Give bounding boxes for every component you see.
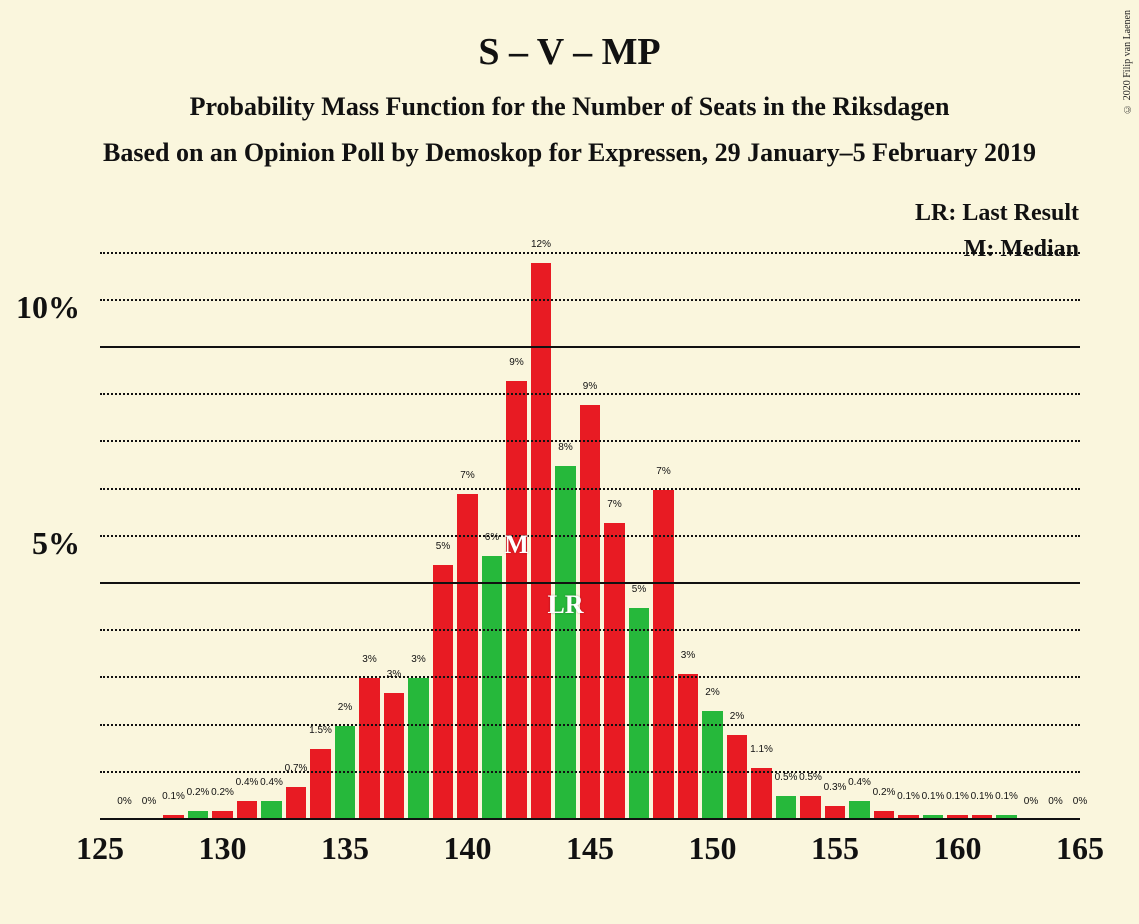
bar-value-label: 9% xyxy=(583,381,597,392)
grid-minor xyxy=(100,771,1080,773)
bar-value-label: 0.5% xyxy=(799,772,822,783)
grid-minor xyxy=(100,393,1080,395)
bar xyxy=(506,381,527,820)
bars-layer: 0%0%0.1%0.2%0.2%0.4%0.4%0.7%1.5%2%3%3%3%… xyxy=(100,230,1080,820)
bar xyxy=(678,674,699,820)
bar-value-label: 0.1% xyxy=(922,791,945,802)
bar xyxy=(310,749,331,820)
bar-value-label: 0.2% xyxy=(873,787,896,798)
grid-major xyxy=(100,582,1080,584)
titles: S – V – MP Probability Mass Function for… xyxy=(0,0,1139,168)
bar xyxy=(408,678,429,820)
bar-value-label: 8% xyxy=(558,442,572,453)
bar-value-label: 0.3% xyxy=(824,782,847,793)
bar-value-label: 7% xyxy=(656,466,670,477)
grid-major xyxy=(100,346,1080,348)
grid-minor xyxy=(100,488,1080,490)
bar-value-label: 1.5% xyxy=(309,725,332,736)
bar-value-label: 0% xyxy=(1048,796,1062,807)
bar-value-label: 0.4% xyxy=(260,777,283,788)
x-tick-label: 150 xyxy=(689,830,737,867)
x-tick-label: 135 xyxy=(321,830,369,867)
x-tick-label: 155 xyxy=(811,830,859,867)
bar-value-label: 0.1% xyxy=(995,791,1018,802)
x-tick-label: 130 xyxy=(199,830,247,867)
bar-value-label: 2% xyxy=(730,711,744,722)
bar-value-label: 2% xyxy=(705,687,719,698)
bar xyxy=(629,608,650,820)
bar xyxy=(751,768,772,820)
bar xyxy=(555,466,576,820)
bar-value-label: 0.1% xyxy=(971,791,994,802)
x-axis-line xyxy=(100,818,1080,820)
grid-minor xyxy=(100,676,1080,678)
grid-minor xyxy=(100,252,1080,254)
y-tick-label: 10% xyxy=(16,289,80,326)
chart-subtitle-1: Probability Mass Function for the Number… xyxy=(0,74,1139,122)
bar-value-label: 7% xyxy=(460,470,474,481)
y-tick-label: 5% xyxy=(32,525,80,562)
bar-value-label: 0.2% xyxy=(187,787,210,798)
plot-area: 0%0%0.1%0.2%0.2%0.4%0.4%0.7%1.5%2%3%3%3%… xyxy=(100,230,1080,820)
bar-value-label: 0.5% xyxy=(775,772,798,783)
bar-value-label: 5% xyxy=(632,584,646,595)
bar-value-label: 0.1% xyxy=(946,791,969,802)
bar xyxy=(286,787,307,820)
grid-minor xyxy=(100,440,1080,442)
copyright: © 2020 Filip van Laenen xyxy=(1122,10,1133,114)
bar-value-label: 6% xyxy=(485,532,499,543)
bar-value-label: 3% xyxy=(411,654,425,665)
bar-value-label: 0.1% xyxy=(897,791,920,802)
grid-minor xyxy=(100,299,1080,301)
bar-value-label: 0.4% xyxy=(848,777,871,788)
bar-value-label: 0% xyxy=(142,796,156,807)
bar-value-label: 0.1% xyxy=(162,791,185,802)
bar xyxy=(702,711,723,820)
x-tick-label: 125 xyxy=(76,830,124,867)
bar xyxy=(359,678,380,820)
bar-value-label: 5% xyxy=(436,541,450,552)
bar-value-label: 12% xyxy=(531,239,551,250)
grid-minor xyxy=(100,629,1080,631)
x-tick-label: 140 xyxy=(444,830,492,867)
bar-value-label: 9% xyxy=(509,357,523,368)
bar-value-label: 2% xyxy=(338,702,352,713)
bar xyxy=(776,796,797,820)
bar-value-label: 3% xyxy=(681,650,695,661)
bar-value-label: 1.1% xyxy=(750,744,773,755)
bar-value-label: 0% xyxy=(1073,796,1087,807)
x-tick-label: 165 xyxy=(1056,830,1104,867)
bar-value-label: 0% xyxy=(1024,796,1038,807)
bar-value-label: 0.2% xyxy=(211,787,234,798)
bar xyxy=(800,796,821,820)
chart-title: S – V – MP xyxy=(0,0,1139,74)
median-marker: M xyxy=(504,530,529,560)
grid-minor xyxy=(100,535,1080,537)
bar-value-label: 0% xyxy=(117,796,131,807)
bar xyxy=(482,556,503,820)
x-tick-label: 145 xyxy=(566,830,614,867)
bar xyxy=(433,565,454,820)
bar-value-label: 7% xyxy=(607,499,621,510)
chart-container: © 2020 Filip van Laenen S – V – MP Proba… xyxy=(0,0,1139,924)
bar xyxy=(384,693,405,820)
grid-minor xyxy=(100,724,1080,726)
x-axis: 125130135140145150155160165 xyxy=(100,830,1080,880)
bar-value-label: 0.4% xyxy=(236,777,259,788)
chart-subtitle-2: Based on an Opinion Poll by Demoskop for… xyxy=(0,122,1139,168)
legend-lr: LR: Last Result xyxy=(915,195,1079,231)
bar xyxy=(727,735,748,820)
last-result-marker: LR xyxy=(547,590,583,620)
x-tick-label: 160 xyxy=(934,830,982,867)
bar xyxy=(604,523,625,820)
bar-value-label: 3% xyxy=(362,654,376,665)
